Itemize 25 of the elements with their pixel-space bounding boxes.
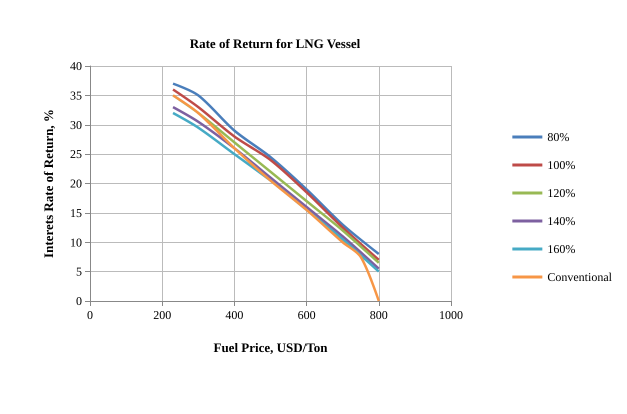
legend-label: 120% bbox=[547, 186, 576, 200]
y-tick-label: 20 bbox=[70, 176, 82, 190]
legend-label: 100% bbox=[547, 158, 576, 172]
y-tick-label: 5 bbox=[76, 264, 82, 279]
legend-label: Conventional bbox=[547, 270, 613, 284]
x-tick-label: 1000 bbox=[439, 308, 463, 322]
y-tick-label: 0 bbox=[76, 294, 82, 308]
y-axis-title: Interets Rate of Return, % bbox=[41, 109, 56, 258]
x-tick-label: 200 bbox=[153, 308, 172, 322]
x-tick-label: 800 bbox=[370, 308, 388, 322]
y-tick-label: 25 bbox=[70, 147, 82, 162]
x-tick-label: 600 bbox=[298, 308, 316, 322]
y-tick-label: 40 bbox=[70, 59, 82, 73]
x-tick-label: 400 bbox=[225, 308, 244, 322]
legend-label: 80% bbox=[547, 130, 570, 144]
y-tick-label: 10 bbox=[70, 235, 82, 250]
x-axis-title: Fuel Price, USD/Ton bbox=[214, 340, 328, 355]
y-tick-label: 35 bbox=[70, 88, 82, 102]
legend-label: 140% bbox=[547, 214, 576, 228]
y-tick-label: 15 bbox=[70, 206, 82, 220]
line-series bbox=[172, 94, 380, 302]
legend-label: 160% bbox=[547, 242, 576, 256]
chart-title: Rate of Return for LNG Vessel bbox=[190, 36, 361, 51]
x-tick-label: 0 bbox=[87, 308, 93, 322]
y-tick-label: 30 bbox=[70, 118, 82, 132]
